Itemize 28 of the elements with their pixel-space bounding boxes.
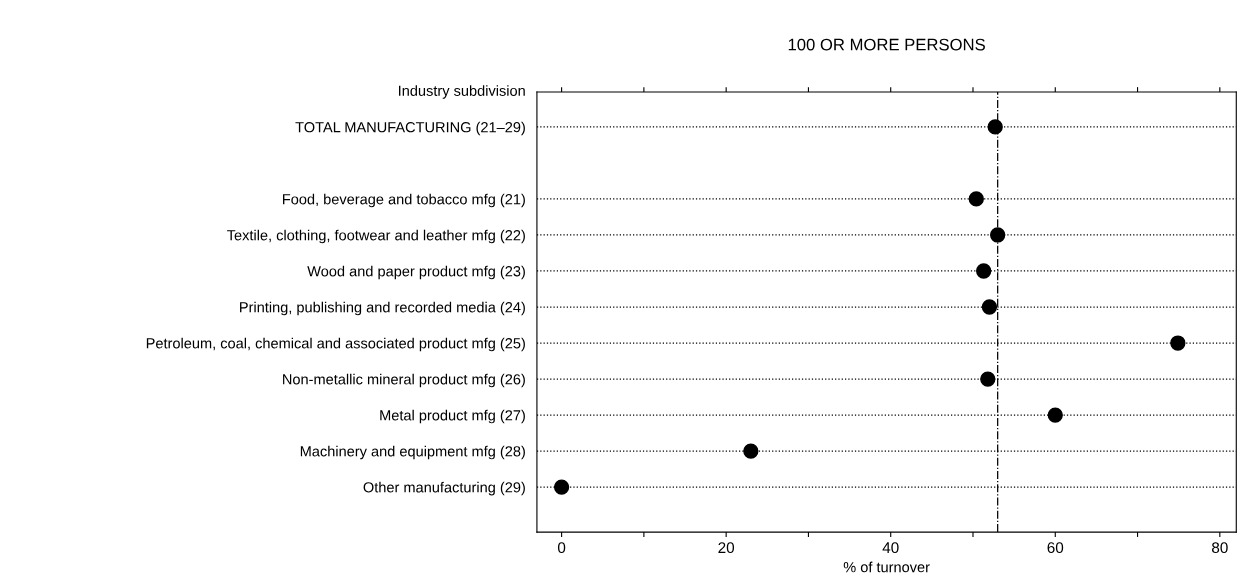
point (987, 119, 1003, 135)
y-tick-label: Metal product mfg (27) (380, 409, 525, 424)
point (1170, 335, 1186, 351)
x-tick-label: 20 (718, 542, 735, 554)
chart-title: 100 OR MORE PERSONS (788, 38, 985, 51)
y-tick-label: Machinery and equipment mfg (28) (300, 445, 525, 460)
point (553, 479, 570, 495)
x-tick-label: 0 (557, 542, 566, 554)
point (968, 191, 984, 207)
y-tick-label: Textile, clothing, footwear and leather mfg (22) (227, 229, 525, 244)
point (976, 263, 992, 279)
x-tick-label: 80 (1211, 542, 1228, 554)
y-axis-title: Industry subdivision (399, 85, 525, 99)
y-tick-label: Wood and paper product mfg (23) (307, 265, 525, 280)
point (990, 227, 1006, 243)
y-tick-label: Petroleum, coal, chemical and associated product mfg (25) (146, 337, 525, 352)
point (981, 299, 998, 315)
y-tick-label: Food, beverage and tobacco mfg (21) (283, 193, 525, 208)
x-axis-title: % of turnover (843, 561, 930, 573)
point (980, 371, 996, 387)
x-tick-label: 60 (1047, 542, 1064, 554)
y-tick-label: Other manufacturing (29) (363, 481, 525, 496)
point (743, 443, 759, 459)
x-tick-label: 40 (882, 542, 899, 554)
point (1047, 407, 1063, 423)
y-tick-label: TOTAL MANUFACTURING (21–29) (295, 121, 525, 136)
y-tick-label: Non-metallic mineral product mfg (26) (283, 373, 525, 388)
y-tick-label: Printing, publishing and recorded media (24) (240, 301, 525, 316)
